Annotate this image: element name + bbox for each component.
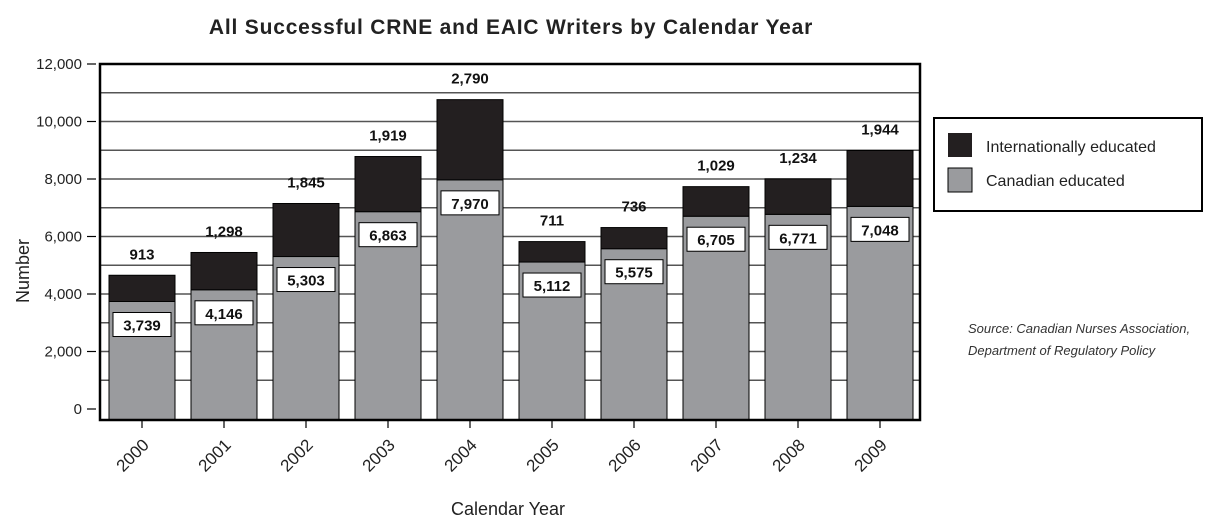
x-tick-label: 2006 bbox=[605, 435, 645, 475]
legend-swatch-canadian-educated bbox=[947, 167, 973, 193]
data-label-canadian-educated: 7,048 bbox=[861, 222, 899, 239]
data-label-box bbox=[358, 222, 418, 248]
bar-canadian-educated bbox=[436, 179, 504, 421]
x-tick-label: 2001 bbox=[195, 435, 235, 475]
y-tick-label: 4,000 bbox=[44, 286, 82, 303]
data-label-internationally-educated: 711 bbox=[540, 213, 564, 230]
source-line-1: Source: Canadian Nurses Association, bbox=[968, 321, 1191, 336]
data-label-canadian-educated: 6,771 bbox=[779, 230, 817, 247]
data-label-canadian-educated: 5,112 bbox=[534, 278, 571, 295]
y-tick-label: 6,000 bbox=[44, 229, 82, 246]
data-label-box bbox=[768, 224, 828, 250]
data-label-internationally-educated: 1,919 bbox=[369, 128, 407, 145]
y-axis-title: Number bbox=[13, 239, 33, 303]
data-labels: 3,739 913 4,146 1,298 5,303 1,845 6,863 1,919 7,… bbox=[112, 71, 910, 338]
legend: Internationally educated Canadian educat… bbox=[933, 117, 1203, 212]
bar-internationally-educated bbox=[354, 156, 422, 213]
x-tick-label: 2003 bbox=[359, 435, 399, 475]
x-tick-label: 2004 bbox=[441, 435, 481, 475]
data-label-box bbox=[850, 216, 910, 242]
data-label-canadian-educated: 5,303 bbox=[287, 273, 325, 290]
legend-label-canadian-educated: Canadian educated bbox=[986, 173, 1125, 190]
bar-internationally-educated bbox=[764, 178, 832, 215]
data-label-canadian-educated: 3,739 bbox=[123, 318, 161, 335]
legend-frame bbox=[933, 117, 1203, 212]
bar-canadian-educated bbox=[846, 205, 914, 421]
x-tick-label: 2000 bbox=[113, 435, 153, 475]
y-axis: 0 2,000 4,000 6,000 8,000 10,000 12,000 bbox=[36, 56, 96, 418]
y-tick-label: 2,000 bbox=[44, 344, 82, 361]
data-label-internationally-educated: 2,790 bbox=[451, 71, 489, 88]
data-label-internationally-educated: 913 bbox=[129, 246, 154, 263]
data-label-canadian-educated: 7,970 bbox=[451, 196, 489, 213]
data-label-box bbox=[522, 272, 582, 298]
data-label-canadian-educated: 4,146 bbox=[205, 306, 243, 323]
source-line-2: Department of Regulatory Policy bbox=[968, 343, 1156, 358]
x-tick-label: 2009 bbox=[851, 435, 891, 475]
data-label-box bbox=[276, 267, 336, 293]
data-label-internationally-educated: 736 bbox=[621, 199, 646, 216]
bar-internationally-educated bbox=[436, 99, 504, 181]
bar-internationally-educated bbox=[682, 186, 750, 217]
x-axis-title: Calendar Year bbox=[451, 499, 565, 519]
legend-label-internationally-educated: Internationally educated bbox=[986, 139, 1156, 156]
data-label-canadian-educated: 6,705 bbox=[697, 232, 735, 249]
data-label-box bbox=[194, 300, 254, 326]
data-label-box bbox=[440, 190, 500, 216]
data-label-canadian-educated: 6,863 bbox=[369, 228, 407, 245]
bar-internationally-educated bbox=[518, 241, 586, 263]
legend-swatch-internationally-educated bbox=[948, 133, 972, 157]
data-label-box bbox=[112, 312, 172, 338]
y-tick-label: 8,000 bbox=[44, 171, 82, 188]
chart-title: All Successful CRNE and EAIC Writers by … bbox=[209, 16, 813, 39]
y-tick-label: 12,000 bbox=[36, 56, 82, 73]
x-tick-label: 2005 bbox=[523, 435, 563, 475]
data-label-box bbox=[604, 259, 664, 285]
plot-frame bbox=[98, 62, 922, 422]
data-label-internationally-educated: 1,298 bbox=[205, 223, 243, 240]
data-label-box bbox=[686, 226, 746, 252]
x-tick-label: 2008 bbox=[769, 435, 809, 475]
bars bbox=[108, 99, 914, 421]
data-label-internationally-educated: 1,944 bbox=[861, 121, 899, 138]
bar-internationally-educated bbox=[108, 274, 176, 303]
bar-internationally-educated bbox=[190, 251, 258, 291]
x-axis: 2000 2001 2002 2003 2004 2005 2006 2007 2008 2009 bbox=[113, 420, 891, 476]
x-tick-label: 2002 bbox=[277, 435, 317, 475]
y-tick-label: 10,000 bbox=[36, 114, 82, 131]
data-label-internationally-educated: 1,029 bbox=[697, 158, 735, 175]
x-tick-label: 2007 bbox=[687, 435, 727, 475]
source-note: Source: Canadian Nurses Association, Dep… bbox=[968, 318, 1190, 362]
data-label-internationally-educated: 1,845 bbox=[287, 174, 325, 191]
data-label-internationally-educated: 1,234 bbox=[779, 150, 817, 167]
bar-internationally-educated bbox=[272, 202, 340, 258]
bar-internationally-educated bbox=[846, 149, 914, 207]
y-tick-label: 0 bbox=[74, 401, 82, 418]
bar-internationally-educated bbox=[600, 227, 668, 250]
data-label-canadian-educated: 5,575 bbox=[615, 265, 653, 282]
